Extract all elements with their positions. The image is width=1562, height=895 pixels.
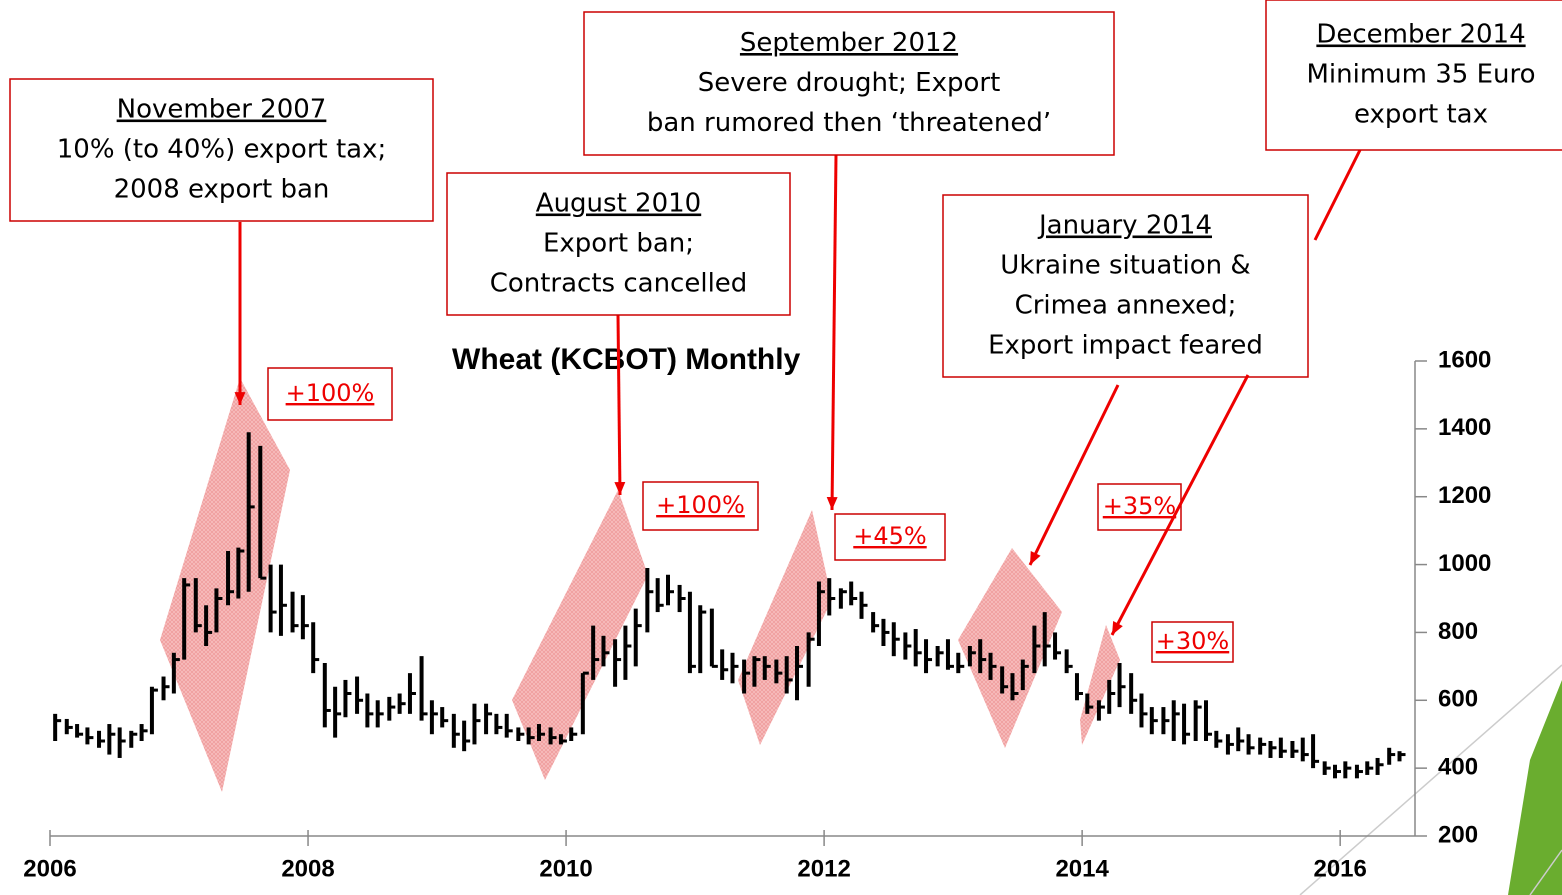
annotation-date: August 2010 (536, 189, 701, 219)
x-tick-label: 2008 (281, 855, 334, 882)
y-tick-label: 1000 (1438, 550, 1491, 577)
change-label: +35% (1103, 492, 1176, 520)
change-box (1151, 621, 1234, 663)
annotation-text: export tax (1354, 100, 1488, 130)
y-tick-label: 200 (1438, 821, 1478, 848)
y-tick-label: 1400 (1438, 414, 1491, 441)
annotation-text: ban rumored then ‘threatened’ (647, 108, 1051, 138)
annotation-text: Ukraine situation & (1000, 251, 1250, 281)
annotation-box (583, 11, 1115, 156)
annotation-text: Export ban; (543, 229, 694, 259)
annotation-text: Export impact feared (988, 331, 1263, 361)
annotation-text: 2008 export ban (114, 175, 330, 205)
y-tick-label: 600 (1438, 686, 1478, 713)
annotation-date: September 2012 (740, 28, 958, 58)
x-tick-label: 2016 (1313, 855, 1366, 882)
annotation-box (942, 194, 1309, 378)
x-tick-label: 2012 (797, 855, 850, 882)
arrow (1028, 384, 1120, 566)
arrow-head (234, 392, 246, 405)
annotation-text: Severe drought; Export (698, 68, 1001, 98)
y-tick-label: 800 (1438, 618, 1478, 645)
arrow-head (826, 497, 838, 510)
annotation-box (1265, 0, 1562, 151)
arrow (1110, 374, 1250, 636)
chart-title: Wheat (KCBOT) Monthly (452, 343, 801, 376)
annotation-text: 10% (to 40%) export tax; (57, 135, 387, 165)
change-box (642, 481, 759, 531)
change-label: +30% (1156, 627, 1229, 655)
plot-area: 2006 2008 2010 2012 2014 2016 200 400 600 800 1000… (23, 346, 1491, 882)
x-tick-label: 2010 (539, 855, 592, 882)
change-box (834, 513, 946, 561)
annotation-date: December 2014 (1316, 20, 1525, 50)
change-label: +100% (656, 491, 745, 519)
annotation-date: January 2014 (1037, 211, 1212, 241)
change-box (267, 367, 393, 421)
x-tick-label: 2014 (1055, 855, 1109, 882)
y-tick-label: 1600 (1438, 346, 1491, 373)
annotation-text: Minimum 35 Euro (1306, 60, 1535, 90)
arrow (1313, 149, 1362, 241)
arrow-head (1112, 621, 1123, 635)
arrow-head (614, 482, 626, 495)
annotation-text: Contracts cancelled (490, 269, 748, 299)
y-tick-label: 1200 (1438, 482, 1491, 509)
annotation-box (9, 78, 434, 222)
annotation-box (446, 172, 791, 316)
arrow (830, 154, 838, 511)
annotation-date: November 2007 (117, 95, 327, 125)
change-label: +100% (286, 379, 375, 407)
x-tick-label: 2006 (23, 855, 76, 882)
change-label: +45% (853, 522, 926, 550)
annotation-text: Crimea annexed; (1015, 291, 1237, 321)
decoration (1299, 664, 1562, 895)
arrow (616, 314, 622, 496)
highlight-zones (160, 378, 1120, 792)
arrow-head (1030, 551, 1041, 565)
change-box (1097, 483, 1182, 531)
y-tick-label: 400 (1438, 753, 1478, 780)
annotations: November 2007 10% (to 40%) export tax; 200… (9, 0, 1562, 663)
